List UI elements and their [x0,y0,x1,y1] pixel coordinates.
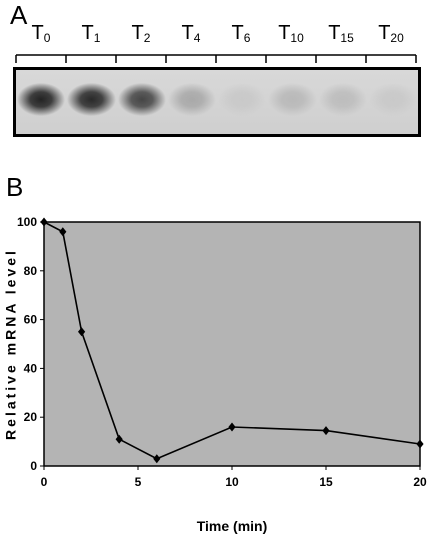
data-point-4 [153,454,161,464]
lane-label-7: T20 [378,22,404,45]
lane-label-3: T4 [181,22,201,45]
series-markers [40,217,424,464]
data-point-3 [115,434,123,444]
lane-label-6: T15 [328,22,354,45]
x-tick-label-0: 0 [41,475,48,489]
series-line [43,221,421,460]
data-point-7 [416,439,424,449]
data-point-1 [59,227,67,237]
y-tick-label-5: 100 [17,215,37,229]
y-tick-label-0: 0 [30,459,37,473]
northern-blot-image [13,67,421,137]
data-point-6 [322,426,330,436]
y-axis-ticks: 0 20 40 60 80 100 [17,215,44,473]
data-point-0 [40,217,48,227]
blot-band-6 [317,70,368,134]
lane-label-0: T0 [31,22,51,45]
blot-band-7 [367,70,418,134]
blot-band-1 [66,70,117,134]
y-tick-label-3: 60 [24,313,38,327]
lane-label-1: T1 [81,22,101,45]
lane-label-2: T2 [131,22,151,45]
panel-a-label: A [10,0,28,30]
x-tick-label-1: 5 [135,475,142,489]
lane-bracket [15,54,417,63]
x-axis-title: Time (min) [197,518,268,534]
y-tick-label-2: 40 [24,361,38,375]
x-tick-label-4: 20 [413,475,427,489]
lane-label-4: T6 [231,22,251,45]
y-tick-label-1: 20 [24,410,38,424]
x-axis-ticks: 0 5 10 15 20 [41,466,427,489]
panel-b-label: B [6,172,24,202]
x-tick-label-3: 15 [319,475,333,489]
lane-label-5: T10 [278,22,304,45]
blot-band-3 [166,70,217,134]
y-tick-label-4: 80 [24,264,38,278]
data-point-2 [78,327,86,337]
data-point-5 [228,422,236,432]
blot-band-5 [267,70,318,134]
y-axis-title: Relative mRNA level [3,248,19,440]
x-tick-label-2: 10 [225,475,239,489]
blot-band-4 [217,70,268,134]
blot-band-2 [116,70,167,134]
blot-band-0 [16,70,67,134]
